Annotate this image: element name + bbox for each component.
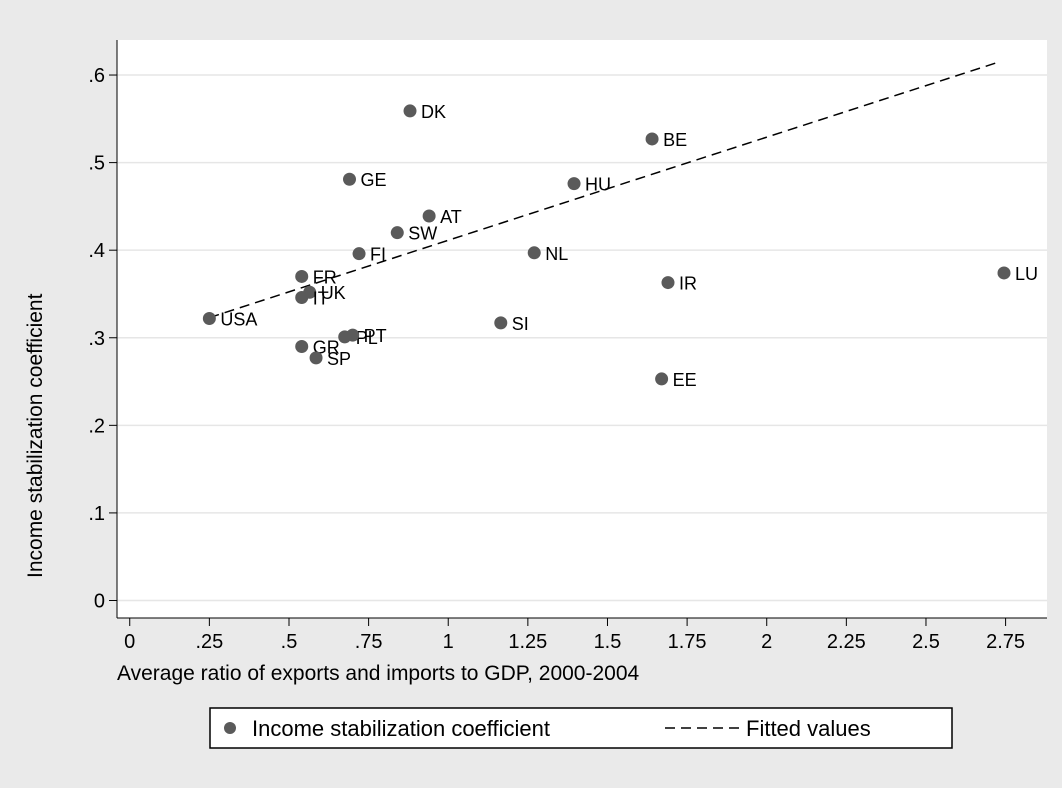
data-point [295,290,309,304]
legend-box [209,707,953,749]
x-tick-label: 1.75 [668,631,707,653]
data-point-label: UK [321,283,346,303]
y-tick-label: .4 [88,240,105,262]
data-point-label: HU [585,175,611,195]
data-point-label: DK [421,102,446,122]
fitted-line [209,61,1000,319]
data-point [661,276,675,290]
plot-area [117,40,1047,618]
x-tick-label: 2.5 [912,631,940,653]
x-tick-label: 2.75 [986,631,1025,653]
x-tick-label: 0 [124,631,135,653]
fitted-line-layer [209,61,1000,319]
data-point [346,328,360,342]
data-point [295,340,309,354]
x-tick-label: 2 [761,631,772,653]
data-point-label: PL [356,328,378,348]
y-tick-label: .6 [88,65,105,87]
data-point-label: NL [545,244,568,264]
data-point-label: IT [313,288,329,308]
data-point [202,311,216,325]
data-point [645,132,659,146]
y-tick-label: 0 [94,590,105,612]
x-tick-label: .75 [355,631,383,653]
data-point [309,351,323,365]
legend-label-fitted: Fitted values [746,716,871,741]
y-tick-label: .5 [88,153,105,175]
data-point-label: LU [1015,264,1038,284]
legend-marker-icon [224,722,236,734]
data-point [422,209,436,223]
legend-label-scatter: Income stabilization coefficient [252,716,550,741]
data-point-label: IR [679,274,697,294]
data-point-label: FR [313,267,337,287]
data-point [343,172,356,186]
data-point-label: GE [361,170,387,190]
axes: 0 .1 .2 .3 .4 .5 .6 0 .25 .5 .75 1 1.25 1.5 1.75 2 2.25 2… [88,40,1047,653]
data-point [295,269,309,283]
data-point [390,226,404,240]
data-point-label: SW [408,224,437,244]
data-point-label: AT [440,207,462,227]
x-tick-label: 2.25 [827,631,866,653]
data-point [655,372,669,386]
data-point-label: SI [512,314,529,334]
x-tick-label: 1.5 [594,631,622,653]
x-tick-label: .25 [195,631,223,653]
data-point-label: BE [663,130,687,150]
gridlines [117,74,1047,602]
data-point [403,104,417,118]
data-point [997,266,1011,280]
data-point-label: EE [673,370,697,390]
y-tick-label: .3 [88,328,105,350]
data-point [352,247,366,261]
y-tick-label: .1 [88,503,105,525]
data-point [527,246,541,260]
y-tick-label: .2 [88,415,105,437]
data-point [567,177,581,191]
data-point [494,316,508,330]
data-point-label: SP [327,349,351,369]
x-tick-label: 1 [443,631,454,653]
data-point-label: USA [220,309,257,329]
points-layer: USAFRUKITGRSPPLPTGEFIDKSWATSINLHUBEIREEL… [202,102,1038,390]
x-tick-label: 1.25 [508,631,547,653]
data-point-label: FI [370,245,386,265]
x-axis-title: Average ratio of exports and imports to … [117,662,640,685]
y-axis-title: Income stabilization coefficient [24,293,47,578]
legend: Income stabilization coefficient Fitted … [209,707,953,749]
data-point-label: PT [364,326,387,346]
x-tick-label: .5 [281,631,298,653]
